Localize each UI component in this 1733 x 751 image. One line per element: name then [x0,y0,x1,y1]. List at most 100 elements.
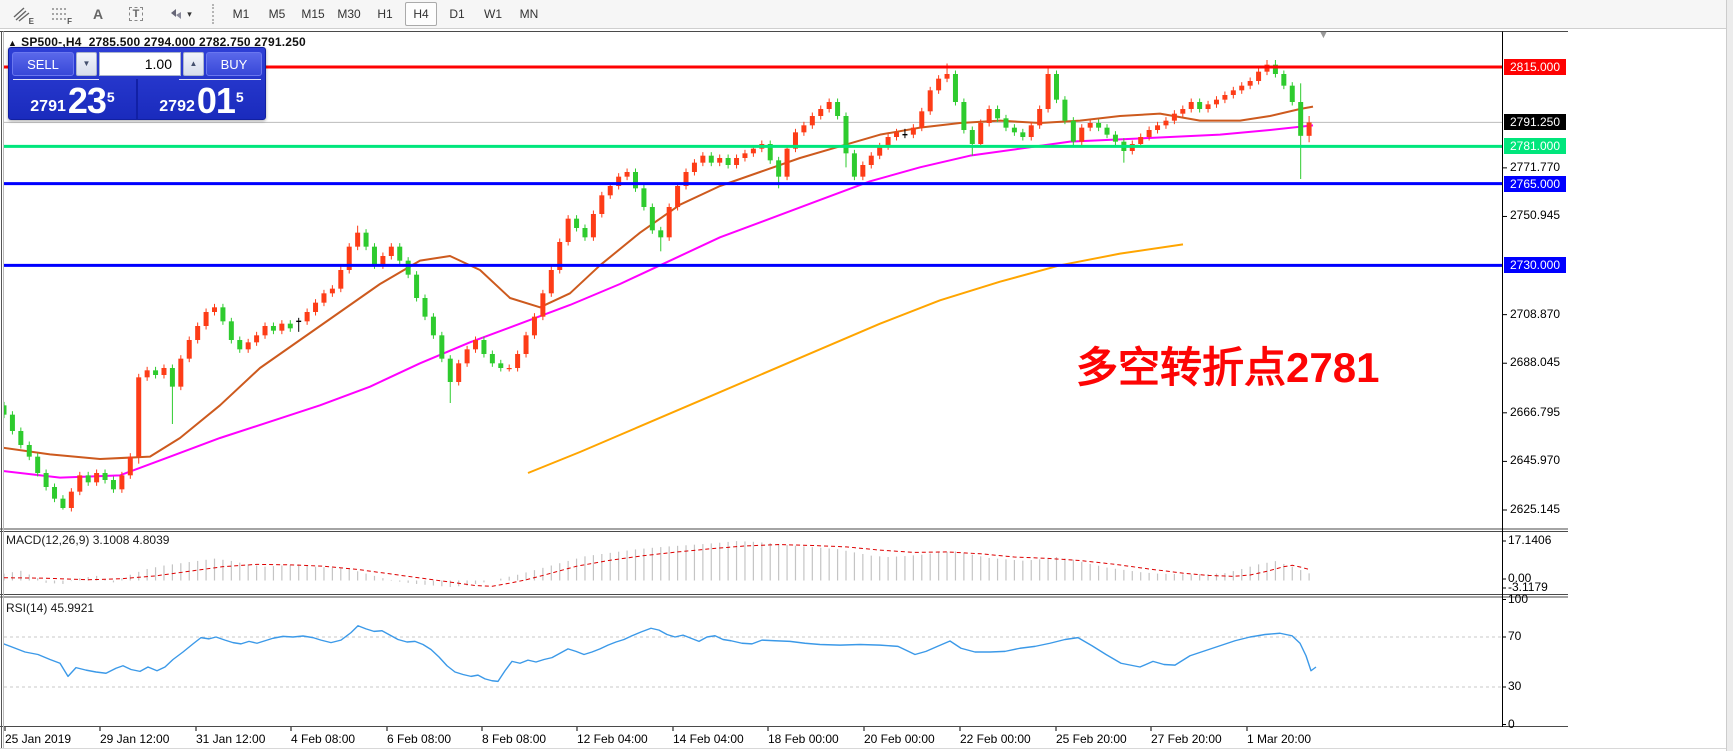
candle-body [1163,120,1169,126]
timeframe-button-H4[interactable]: H4 [405,2,437,26]
timeframe-button-MN[interactable]: MN [519,7,539,21]
candle-body [481,339,487,354]
indicator-axis-label: 0 [1508,716,1515,731]
candle-body [978,122,984,144]
candle-body [77,475,83,492]
candle-body [717,157,723,163]
candle-body [936,78,942,91]
sell-button[interactable]: SELL [12,52,74,76]
timeframe-button-W1[interactable]: W1 [484,7,502,21]
candle-body [178,358,184,387]
candle-body [304,311,310,322]
fibonacci-tool-letter: F [67,17,72,26]
candle-body [1171,113,1177,121]
candle-body [254,335,260,343]
time-axis-label: 27 Feb 20:00 [1151,732,1222,746]
candle-body [540,293,546,317]
candle-body [835,101,841,116]
candle-body [649,206,655,231]
candle-body [1264,64,1270,72]
candle-body [868,155,874,165]
candle-body [473,339,479,350]
indicator-axis-label: 0.00 [1508,571,1532,585]
candle-body [1272,64,1278,74]
candle-body [1054,73,1059,100]
candle-body [910,127,916,135]
level-price-label: 2765.000 [1504,175,1566,192]
trade-panel-controls: SELL ▼ 1.00 ▲ BUY [9,48,265,78]
timeframe-button-M30[interactable]: M30 [337,7,361,21]
candle-body [1188,101,1194,109]
candle-body [1239,85,1245,91]
timeframe-button-H1[interactable]: H1 [377,7,393,21]
ask-price[interactable]: 2792 01 5 [138,79,265,119]
candle-body [826,101,832,109]
candle-body [708,155,714,163]
timeframe-button-M1[interactable]: M1 [232,7,250,21]
candle-body [18,430,24,445]
price-axis-label: 2666.795 [1510,404,1561,419]
candle-body [110,479,116,490]
candle-body [927,90,933,112]
candle-body [599,195,605,214]
candle-body [1180,108,1186,114]
candle-body [624,171,630,177]
timeframe-button-M5[interactable]: M5 [268,7,286,21]
fibonacci-tool-icon[interactable]: F [48,3,72,26]
candle-body [616,176,622,186]
indicator-axis-label: -3.1179 [1508,580,1548,594]
candle-body [658,230,664,238]
candle-body [860,164,866,177]
timeframe-button-D1[interactable]: D1 [449,7,465,21]
candle-body [523,335,529,354]
candle-body [1306,122,1312,136]
candle-body [68,491,74,508]
label-tool-icon[interactable]: T [124,3,148,25]
candle-body [60,498,66,508]
candle-body [245,342,251,350]
candle-body [1121,141,1127,151]
bid-price[interactable]: 2791 23 5 [9,79,138,119]
indicator-axis-label: 70 [1508,629,1522,643]
candle-body [414,274,420,298]
time-axis-label: 29 Jan 12:00 [100,732,170,746]
candle-body [262,325,268,336]
channel-tool-icon[interactable]: E [10,3,34,26]
time-axis-label: 18 Feb 00:00 [768,732,839,746]
candle-body [1037,108,1043,126]
candle-body [784,148,790,177]
volume-input[interactable]: 1.00 [99,52,181,76]
collapse-triangle-icon[interactable]: ▲ [8,38,18,48]
arrows-tool-icon[interactable]: ▾ [162,3,198,25]
bid-big-figure: 23 [67,80,107,121]
candle-body [4,405,7,415]
volume-decrease-button[interactable]: ▼ [76,52,97,76]
volume-increase-button[interactable]: ▲ [183,52,204,76]
bid-pip-fraction: 5 [106,89,115,105]
candle-body [313,302,319,312]
candle-body [338,269,344,289]
candle-body [565,218,571,242]
candle-body [767,143,773,161]
chart-caption: ▲ SP500-,H4 2785.500 2794.000 2782.750 27… [8,35,306,49]
sell-underline [13,79,99,80]
candle-body [969,129,975,144]
candle-body [1146,129,1152,137]
text-tool-icon[interactable]: A [92,6,104,22]
candle-body [186,339,192,359]
candle-body [952,73,958,102]
time-axis-label: 4 Feb 08:00 [291,732,356,746]
candle-body [506,367,512,370]
ohlc-values: 2785.500 2794.000 2782.750 2791.250 [88,35,306,49]
candle-body [1112,134,1118,142]
candle-body [447,358,453,382]
macd-indicator-label: MACD(12,26,9) 3.1008 4.8039 [6,533,170,547]
candle-body [683,171,689,186]
buy-button[interactable]: BUY [206,52,262,76]
candle-body [691,162,697,172]
candle-body [1062,99,1068,121]
candle-body [212,307,217,312]
chart-shift-marker-icon[interactable]: ▼ [1318,29,1329,41]
candle-body [119,475,125,490]
timeframe-button-M15[interactable]: M15 [301,7,325,21]
